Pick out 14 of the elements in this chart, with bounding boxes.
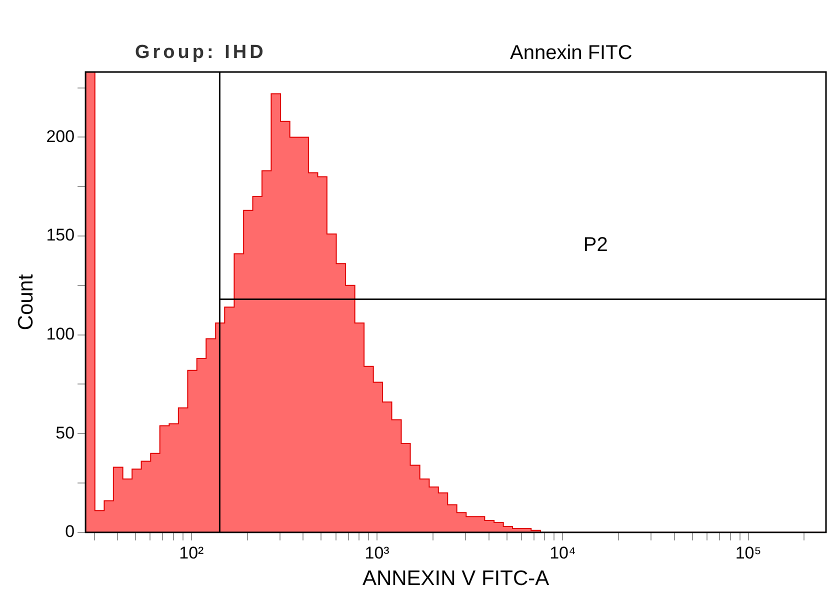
y-tick-label: 150 bbox=[46, 226, 75, 245]
y-tick-label: 200 bbox=[46, 126, 75, 146]
y-tick-label: 100 bbox=[46, 324, 75, 344]
chart-title: Group: IHD bbox=[135, 42, 266, 64]
chart-subtitle: Annexin FITC bbox=[510, 42, 632, 65]
x-tick-label: 10⁴ bbox=[550, 543, 576, 562]
x-axis-title: ANNEXIN V FITC-A bbox=[362, 567, 550, 590]
ref-line-label: P2 bbox=[583, 234, 608, 256]
x-tick-label: 10⁵ bbox=[735, 543, 762, 562]
y-tick-label: 0 bbox=[65, 522, 75, 542]
x-tick-label: 10² bbox=[179, 543, 204, 562]
y-tick-label: 50 bbox=[56, 423, 75, 442]
x-tick-label: 10³ bbox=[364, 543, 390, 562]
y-axis-title: Count bbox=[14, 274, 38, 330]
